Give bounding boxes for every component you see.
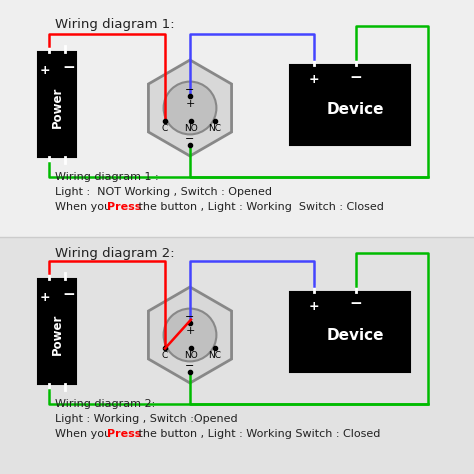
Text: Light : Working , Switch :Opened: Light : Working , Switch :Opened xyxy=(55,414,237,424)
Text: +: + xyxy=(309,300,319,313)
Text: −: − xyxy=(63,287,75,302)
Text: Wiring diagram 1 :: Wiring diagram 1 : xyxy=(55,172,159,182)
Text: −: − xyxy=(350,297,363,311)
Bar xyxy=(38,52,76,157)
Bar xyxy=(290,65,410,145)
Polygon shape xyxy=(148,287,232,383)
Text: When you: When you xyxy=(55,429,115,439)
Bar xyxy=(38,279,76,384)
Text: −: − xyxy=(63,60,75,75)
Text: Power: Power xyxy=(51,314,64,355)
Circle shape xyxy=(164,82,217,135)
Polygon shape xyxy=(148,60,232,156)
Text: Light :  NOT Working , Switch : Opened: Light : NOT Working , Switch : Opened xyxy=(55,187,272,197)
Bar xyxy=(0,237,474,474)
Circle shape xyxy=(164,309,217,361)
Text: +: + xyxy=(309,73,319,86)
Text: Press: Press xyxy=(107,202,141,212)
Text: Press: Press xyxy=(107,429,141,439)
Text: −: − xyxy=(185,85,195,95)
Text: Wiring diagram 1:: Wiring diagram 1: xyxy=(55,18,174,31)
Text: NO: NO xyxy=(184,124,198,133)
Text: the button , Light : Working  Switch : Closed: the button , Light : Working Switch : Cl… xyxy=(135,202,384,212)
Text: −: − xyxy=(185,361,195,371)
Text: +: + xyxy=(39,64,50,77)
Text: Wiring diagram 2:: Wiring diagram 2: xyxy=(55,399,155,409)
Text: −: − xyxy=(185,312,195,322)
Text: C: C xyxy=(162,351,168,360)
Text: +: + xyxy=(185,99,195,109)
Text: Device: Device xyxy=(326,101,384,117)
Bar xyxy=(290,292,410,372)
Text: −: − xyxy=(350,70,363,84)
Text: C: C xyxy=(162,124,168,133)
Text: +: + xyxy=(185,326,195,336)
Text: −: − xyxy=(185,134,195,144)
Text: Wiring diagram 2:: Wiring diagram 2: xyxy=(55,247,174,260)
Text: Power: Power xyxy=(51,87,64,128)
Text: Device: Device xyxy=(326,328,384,344)
Text: +: + xyxy=(39,292,50,304)
Text: NO: NO xyxy=(184,351,198,360)
Bar xyxy=(0,0,474,237)
Text: the button , Light : Working Switch : Closed: the button , Light : Working Switch : Cl… xyxy=(135,429,380,439)
Text: NC: NC xyxy=(209,124,221,133)
Text: NC: NC xyxy=(209,351,221,360)
Text: When you: When you xyxy=(55,202,115,212)
